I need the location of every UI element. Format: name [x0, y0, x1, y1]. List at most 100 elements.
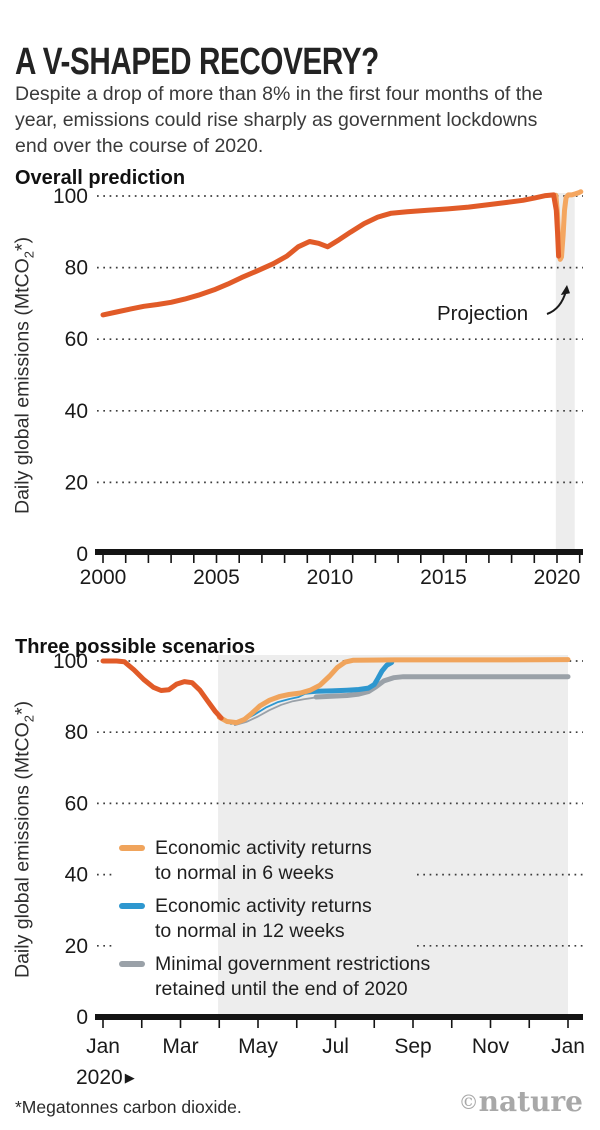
legend-label: Minimal government restrictions retained… — [155, 952, 430, 1001]
chart1-section-label: Overall prediction — [15, 166, 186, 189]
legend-label-line: retained until the end of 2020 — [155, 977, 408, 1000]
x-axis-tick — [578, 555, 581, 563]
y-axis-title-suffix: *) — [11, 236, 34, 252]
x-axis-tick — [556, 555, 558, 563]
y-tick-label: 0 — [76, 1006, 88, 1029]
y-tick-label: 100 — [53, 185, 88, 208]
x-axis-tick — [488, 555, 490, 563]
chart2-axis-year: 2020 ▶ — [76, 1066, 135, 1090]
legend-label: Economic activity returns to normal in 1… — [155, 894, 372, 943]
x-tick-label: Sep — [394, 1035, 431, 1058]
projection-band — [555, 193, 575, 554]
x-axis-tick — [397, 555, 399, 563]
legend-item-12-weeks: Economic activity returns to normal in 1… — [119, 894, 469, 943]
x-tick-label: 2015 — [420, 566, 467, 589]
lockdown-band — [218, 655, 568, 1017]
x-axis-tick — [374, 555, 377, 563]
legend-label: Economic activity returns to normal in 6… — [155, 836, 372, 885]
x-tick-label: Nov — [472, 1035, 510, 1058]
series-line-3 — [313, 674, 571, 700]
axis-year-text: 2020 — [76, 1066, 123, 1089]
x-axis-tick — [567, 1020, 569, 1028]
legend-label-line: to normal in 12 weeks — [155, 919, 345, 942]
y-tick-label: 100 — [53, 650, 88, 673]
x-axis-tick — [179, 1020, 182, 1028]
chart2-section-label: Three possible scenarios — [15, 635, 256, 658]
x-axis-tick — [261, 555, 263, 563]
legend-swatch-orange — [119, 845, 145, 851]
series-line-0 — [100, 192, 562, 318]
x-axis-tick — [140, 1020, 143, 1028]
projection-annotation: Projection — [437, 302, 529, 325]
chart2-y-axis-title: Daily global emissions (MtCO2*) — [12, 659, 37, 1019]
x-axis-tick — [412, 1020, 414, 1028]
x-axis-tick — [295, 1020, 298, 1028]
axis-year-marker-icon: ▶ — [124, 1070, 135, 1085]
x-axis-tick — [450, 1020, 453, 1028]
x-tick-label: Jul — [322, 1035, 349, 1058]
legend-label-line: Minimal government restrictions — [155, 953, 431, 975]
x-axis-tick — [329, 555, 331, 563]
x-axis-tick — [147, 555, 150, 563]
series-line-2 — [302, 659, 395, 695]
x-tick-label: 2000 — [80, 566, 127, 589]
x-tick-label: May — [238, 1035, 278, 1058]
x-axis-tick — [215, 555, 218, 563]
x-axis-tick — [124, 555, 127, 563]
y-axis-title-text: Daily global emissions (MtCO — [11, 722, 34, 978]
x-tick-label: 2010 — [307, 566, 354, 589]
y-tick-label: 0 — [76, 543, 88, 566]
x-axis-tick — [373, 1020, 376, 1028]
nature-logo: ©nature — [459, 1085, 583, 1118]
x-axis-tick — [102, 555, 104, 563]
y-tick-label: 60 — [65, 792, 88, 815]
y-axis-title-subscript: 2 — [21, 251, 37, 259]
x-tick-label: Mar — [162, 1035, 198, 1058]
page-title: A V-SHAPED RECOVERY? — [15, 41, 379, 84]
x-axis-tick — [218, 1020, 221, 1028]
x-axis-tick — [351, 555, 354, 563]
copyright-icon: © — [458, 1090, 479, 1114]
legend-swatch-blue — [119, 903, 145, 909]
y-axis-title-subscript: 2 — [21, 715, 37, 723]
y-tick-label: 20 — [65, 935, 88, 958]
series-line-0 — [100, 658, 224, 721]
x-tick-label: 2020 — [534, 566, 581, 589]
legend-label-line: to normal in 6 weeks — [155, 861, 334, 884]
legend-swatch-gray — [119, 961, 145, 967]
x-tick-label: Jan — [551, 1035, 585, 1058]
x-axis-tick — [533, 555, 536, 563]
nature-logo-text: nature — [478, 1085, 583, 1118]
y-tick-label: 80 — [65, 257, 88, 280]
x-tick-label: 2005 — [193, 566, 240, 589]
y-tick-label: 40 — [65, 400, 88, 423]
page-subtitle: Despite a drop of more than 8% in the fi… — [15, 82, 543, 157]
x-tick-label: Jan — [86, 1035, 120, 1058]
legend-label-line: Economic activity returns — [155, 837, 372, 859]
footnote: *Megatonnes carbon dioxide. — [15, 1097, 242, 1117]
y-tick-label: 20 — [65, 471, 88, 494]
y-tick-label: 80 — [65, 721, 88, 744]
x-axis-tick — [193, 555, 195, 563]
x-axis-tick — [257, 1020, 259, 1028]
y-tick-label: 40 — [65, 864, 88, 887]
x-axis-tick — [489, 1020, 492, 1028]
x-axis-tick — [170, 555, 172, 563]
x-axis-tick — [238, 555, 240, 563]
x-axis-tick — [283, 555, 286, 563]
legend-item-minimal-restrictions: Minimal government restrictions retained… — [119, 952, 469, 1001]
x-axis-tick — [306, 555, 309, 563]
series-line-1 — [216, 657, 571, 726]
series-line-lead-3 — [233, 696, 316, 726]
x-axis-tick — [465, 555, 467, 563]
x-axis-tick — [102, 1020, 104, 1028]
legend-label-line: Economic activity returns — [155, 895, 372, 917]
x-axis-tick — [420, 555, 422, 563]
x-axis — [95, 549, 583, 555]
legend-item-6-weeks: Economic activity returns to normal in 6… — [119, 836, 469, 885]
y-axis-title-text: Daily global emissions (MtCO — [11, 258, 34, 514]
x-axis-tick — [510, 555, 513, 563]
x-axis-tick — [528, 1020, 531, 1028]
